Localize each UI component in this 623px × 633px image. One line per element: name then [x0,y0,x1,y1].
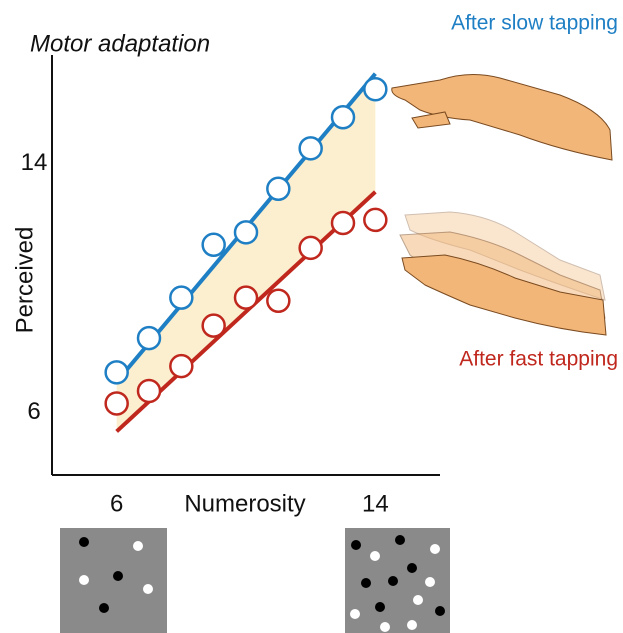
point [267,178,289,200]
x-tick-label: 14 [362,490,389,517]
stimulus-6 [60,528,167,633]
point [235,221,257,243]
x-tick-label: 6 [110,490,123,517]
point [106,361,128,383]
point [332,212,354,234]
point [364,78,386,100]
chart: Motor adaptation Perceived Numerosity 6 1… [0,0,623,633]
y-tick-label: 6 [27,398,40,425]
point [106,392,128,414]
point [138,380,160,402]
legend-label: After fast tapping [459,348,618,371]
y-axis-label: Perceived [11,227,38,334]
hand-fast [400,212,606,335]
point [138,327,160,349]
point [203,315,225,337]
point [267,290,289,312]
point [332,106,354,128]
point [235,287,257,309]
point [300,237,322,259]
point [170,355,192,377]
point [364,209,386,231]
stimulus-14 [345,528,450,633]
point [203,234,225,256]
hand-slow [392,74,612,160]
point [170,287,192,309]
chart-title: Motor adaptation [30,30,210,57]
x-axis-label: Numerosity [184,490,305,517]
legend-label: After slow tapping [451,12,618,35]
point [300,137,322,159]
y-tick-label: 14 [21,149,48,176]
